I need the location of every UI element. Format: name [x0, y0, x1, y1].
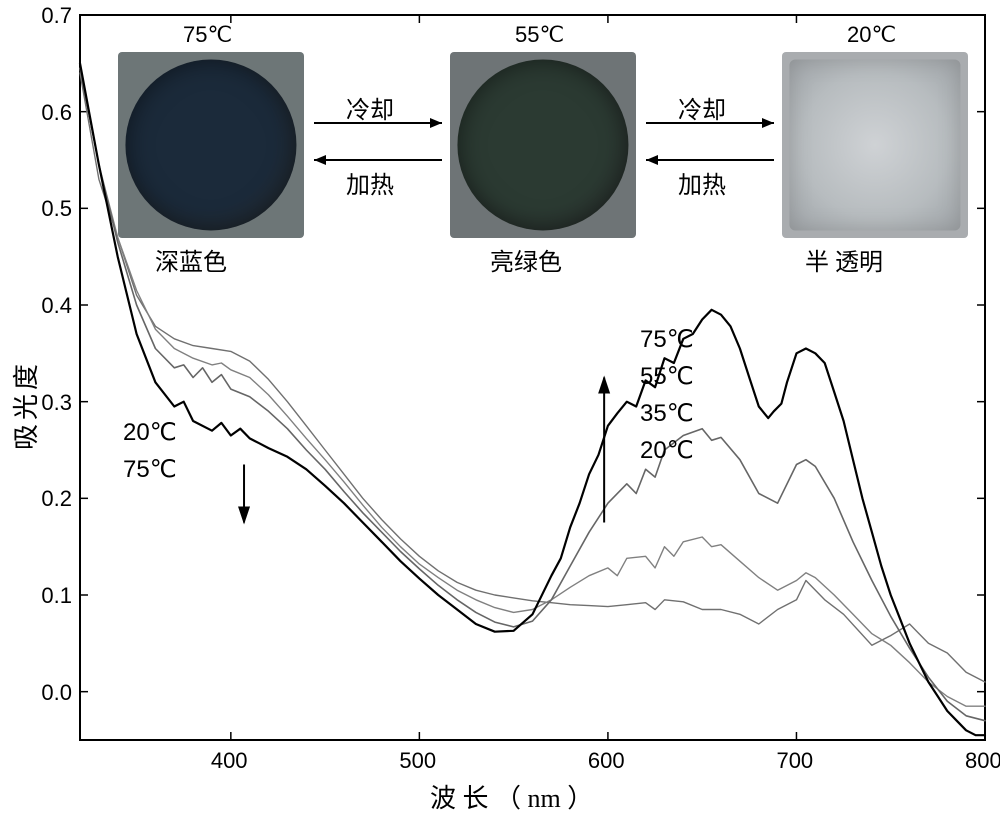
- ytick-label: 0.6: [41, 100, 72, 126]
- ytick-label: 0.7: [41, 3, 72, 29]
- xtick-label: 600: [588, 748, 625, 774]
- x-axis-label: 波 长 （ nm ）: [430, 778, 593, 815]
- ytick-label: 0.0: [41, 680, 72, 706]
- sample-photo: [118, 52, 304, 238]
- ytick-label: 0.1: [41, 583, 72, 609]
- y-axis-label: 吸光度: [6, 360, 43, 450]
- right-temp-55: 55℃: [640, 362, 694, 391]
- right-temp-20: 20℃: [640, 436, 694, 465]
- arrow-label: 加热: [346, 165, 394, 200]
- left-temp-20: 20℃: [123, 418, 177, 447]
- photo-temp-label: 75℃: [183, 22, 232, 48]
- right-temp-75: 75℃: [640, 325, 694, 354]
- ytick-label: 0.5: [41, 196, 72, 222]
- ytick-label: 0.4: [41, 293, 72, 319]
- xtick-label: 400: [211, 748, 248, 774]
- photo-caption: 深蓝色: [155, 242, 227, 277]
- sample-photo: [782, 52, 968, 238]
- ytick-label: 0.2: [41, 486, 72, 512]
- arrow-label: 冷却: [678, 90, 726, 125]
- left-temp-75: 75℃: [123, 455, 177, 484]
- photo-caption: 半 透明: [805, 242, 883, 277]
- xtick-label: 700: [776, 748, 813, 774]
- ytick-label: 0.3: [41, 390, 72, 416]
- xtick-label: 800: [965, 748, 1000, 774]
- sample-photo: [450, 52, 636, 238]
- photo-temp-label: 20℃: [847, 22, 896, 48]
- arrow-label: 加热: [678, 165, 726, 200]
- right-temp-35: 35℃: [640, 399, 694, 428]
- photo-temp-label: 55℃: [515, 22, 564, 48]
- figure: 吸光度 波 长 （ nm ） 20℃ 75℃ 75℃ 55℃ 35℃ 20℃ 7…: [0, 0, 1000, 818]
- arrow-label: 冷却: [346, 90, 394, 125]
- xtick-label: 500: [399, 748, 436, 774]
- photo-caption: 亮绿色: [490, 242, 562, 277]
